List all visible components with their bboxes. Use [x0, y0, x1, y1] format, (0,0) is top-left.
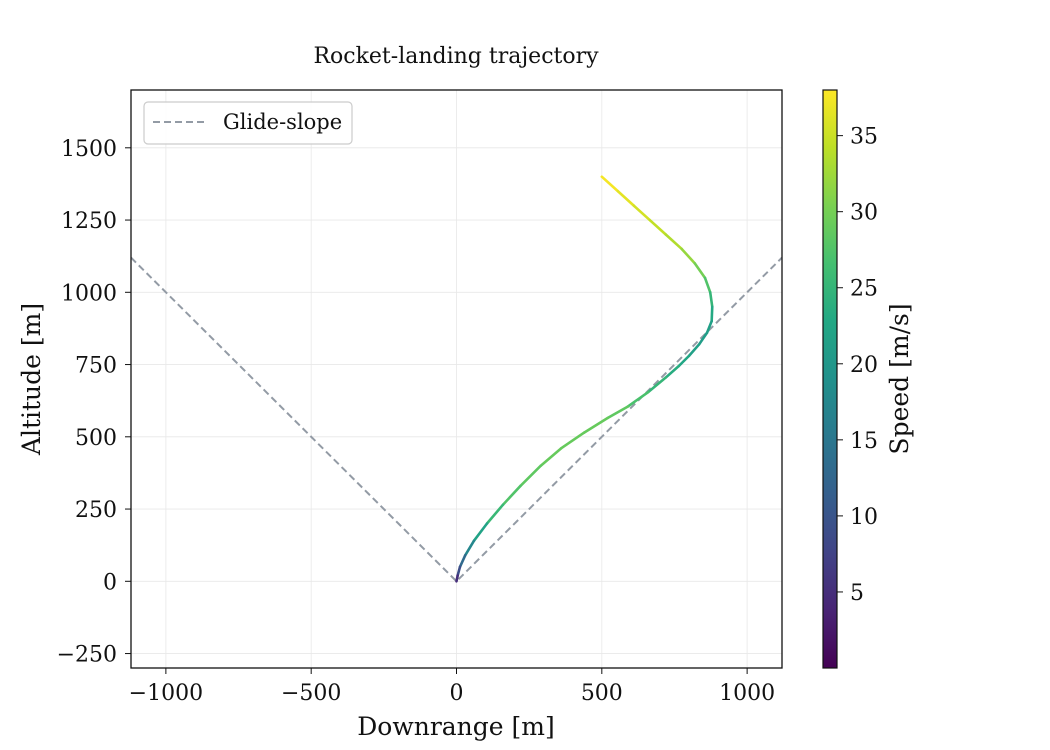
trajectory-segment-12	[687, 343, 701, 358]
trajectory-segment-8	[708, 290, 714, 309]
trajectory-segment-11	[697, 331, 709, 346]
trajectory-segment-7	[703, 276, 712, 294]
x-axis: −1000 −500 0 500 1000	[129, 668, 775, 706]
colorbar-tick-label-1: 10	[850, 505, 878, 530]
y-axis: −250 0 250 500 750 1000 1250 1500	[57, 137, 131, 668]
trajectory-segment-5	[680, 247, 697, 265]
trajectory-segment-6	[693, 262, 707, 280]
legend-glide-slope-label: Glide-slope	[223, 110, 342, 134]
colorbar-tick-label-3: 20	[850, 353, 878, 378]
trajectory-segment-23	[485, 503, 505, 525]
trajectory-segment-4	[664, 233, 684, 251]
x-tick-label-2: 0	[450, 681, 464, 706]
glide-slope-layer	[131, 256, 782, 583]
x-tick-label-1: −500	[281, 681, 341, 706]
trajectory-segment-2	[632, 204, 652, 222]
y-tick-label-6: 1250	[61, 209, 117, 234]
colorbar-label: Speed [m/s]	[885, 303, 914, 454]
trajectory-segment-22	[501, 484, 522, 507]
colorbar-tick-label-2: 15	[850, 429, 878, 454]
trajectory-segment-26	[458, 553, 467, 569]
trajectory-segment-27	[456, 565, 462, 577]
trajectory-segment-16	[626, 390, 650, 408]
y-tick-label-7: 1500	[61, 137, 117, 162]
colorbar-tick-label-6: 35	[850, 125, 878, 150]
trajectory-segment-3	[648, 218, 668, 236]
y-tick-label-5: 1000	[61, 281, 117, 306]
trajectory-segment-21	[519, 464, 543, 488]
colorbar-tick-label-4: 25	[850, 277, 878, 302]
trajectory-segment-15	[647, 376, 668, 394]
trajectory-segment-18	[583, 416, 609, 434]
y-tick-label-1: 0	[103, 570, 117, 595]
trajectory-layer	[455, 175, 714, 583]
trajectory-segment-0	[600, 175, 620, 193]
x-tick-label-0: −1000	[129, 681, 203, 706]
colorbar-tick-label-5: 30	[850, 201, 878, 226]
x-tick-label-3: 500	[581, 681, 623, 706]
y-tick-label-3: 500	[75, 426, 117, 451]
y-tick-label-4: 750	[75, 354, 117, 379]
colorbar-ticks: 5 10 15 20 25 30 35	[837, 125, 878, 606]
trajectory-segment-17	[606, 405, 630, 420]
chart-title: Rocket-landing trajectory	[313, 44, 599, 69]
legend-box	[143, 101, 353, 145]
trajectory-segment-25	[463, 539, 476, 557]
y-tick-label-2: 250	[75, 498, 117, 523]
x-axis-label: Downrange [m]	[357, 712, 555, 741]
trajectory-segment-20	[539, 447, 563, 468]
trajectory-segment-13	[677, 354, 691, 368]
trajectory-segment-14	[664, 364, 681, 379]
trajectory-segment-10	[705, 319, 713, 335]
legend: Glide-slope	[143, 101, 353, 145]
colorbar	[822, 89, 838, 669]
glide-slope-line	[131, 256, 782, 583]
trajectory-segment-28	[455, 574, 459, 583]
trajectory-segment-24	[472, 522, 489, 543]
colorbar-tick-label-0: 5	[850, 581, 864, 606]
trajectory-segment-19	[559, 431, 586, 450]
x-tick-label-4: 1000	[719, 681, 775, 706]
trajectory-segment-1	[616, 189, 636, 207]
trajectory-segment-9	[710, 305, 714, 323]
y-tick-label-0: −250	[57, 643, 117, 668]
y-axis-label: Altitude [m]	[17, 303, 46, 456]
